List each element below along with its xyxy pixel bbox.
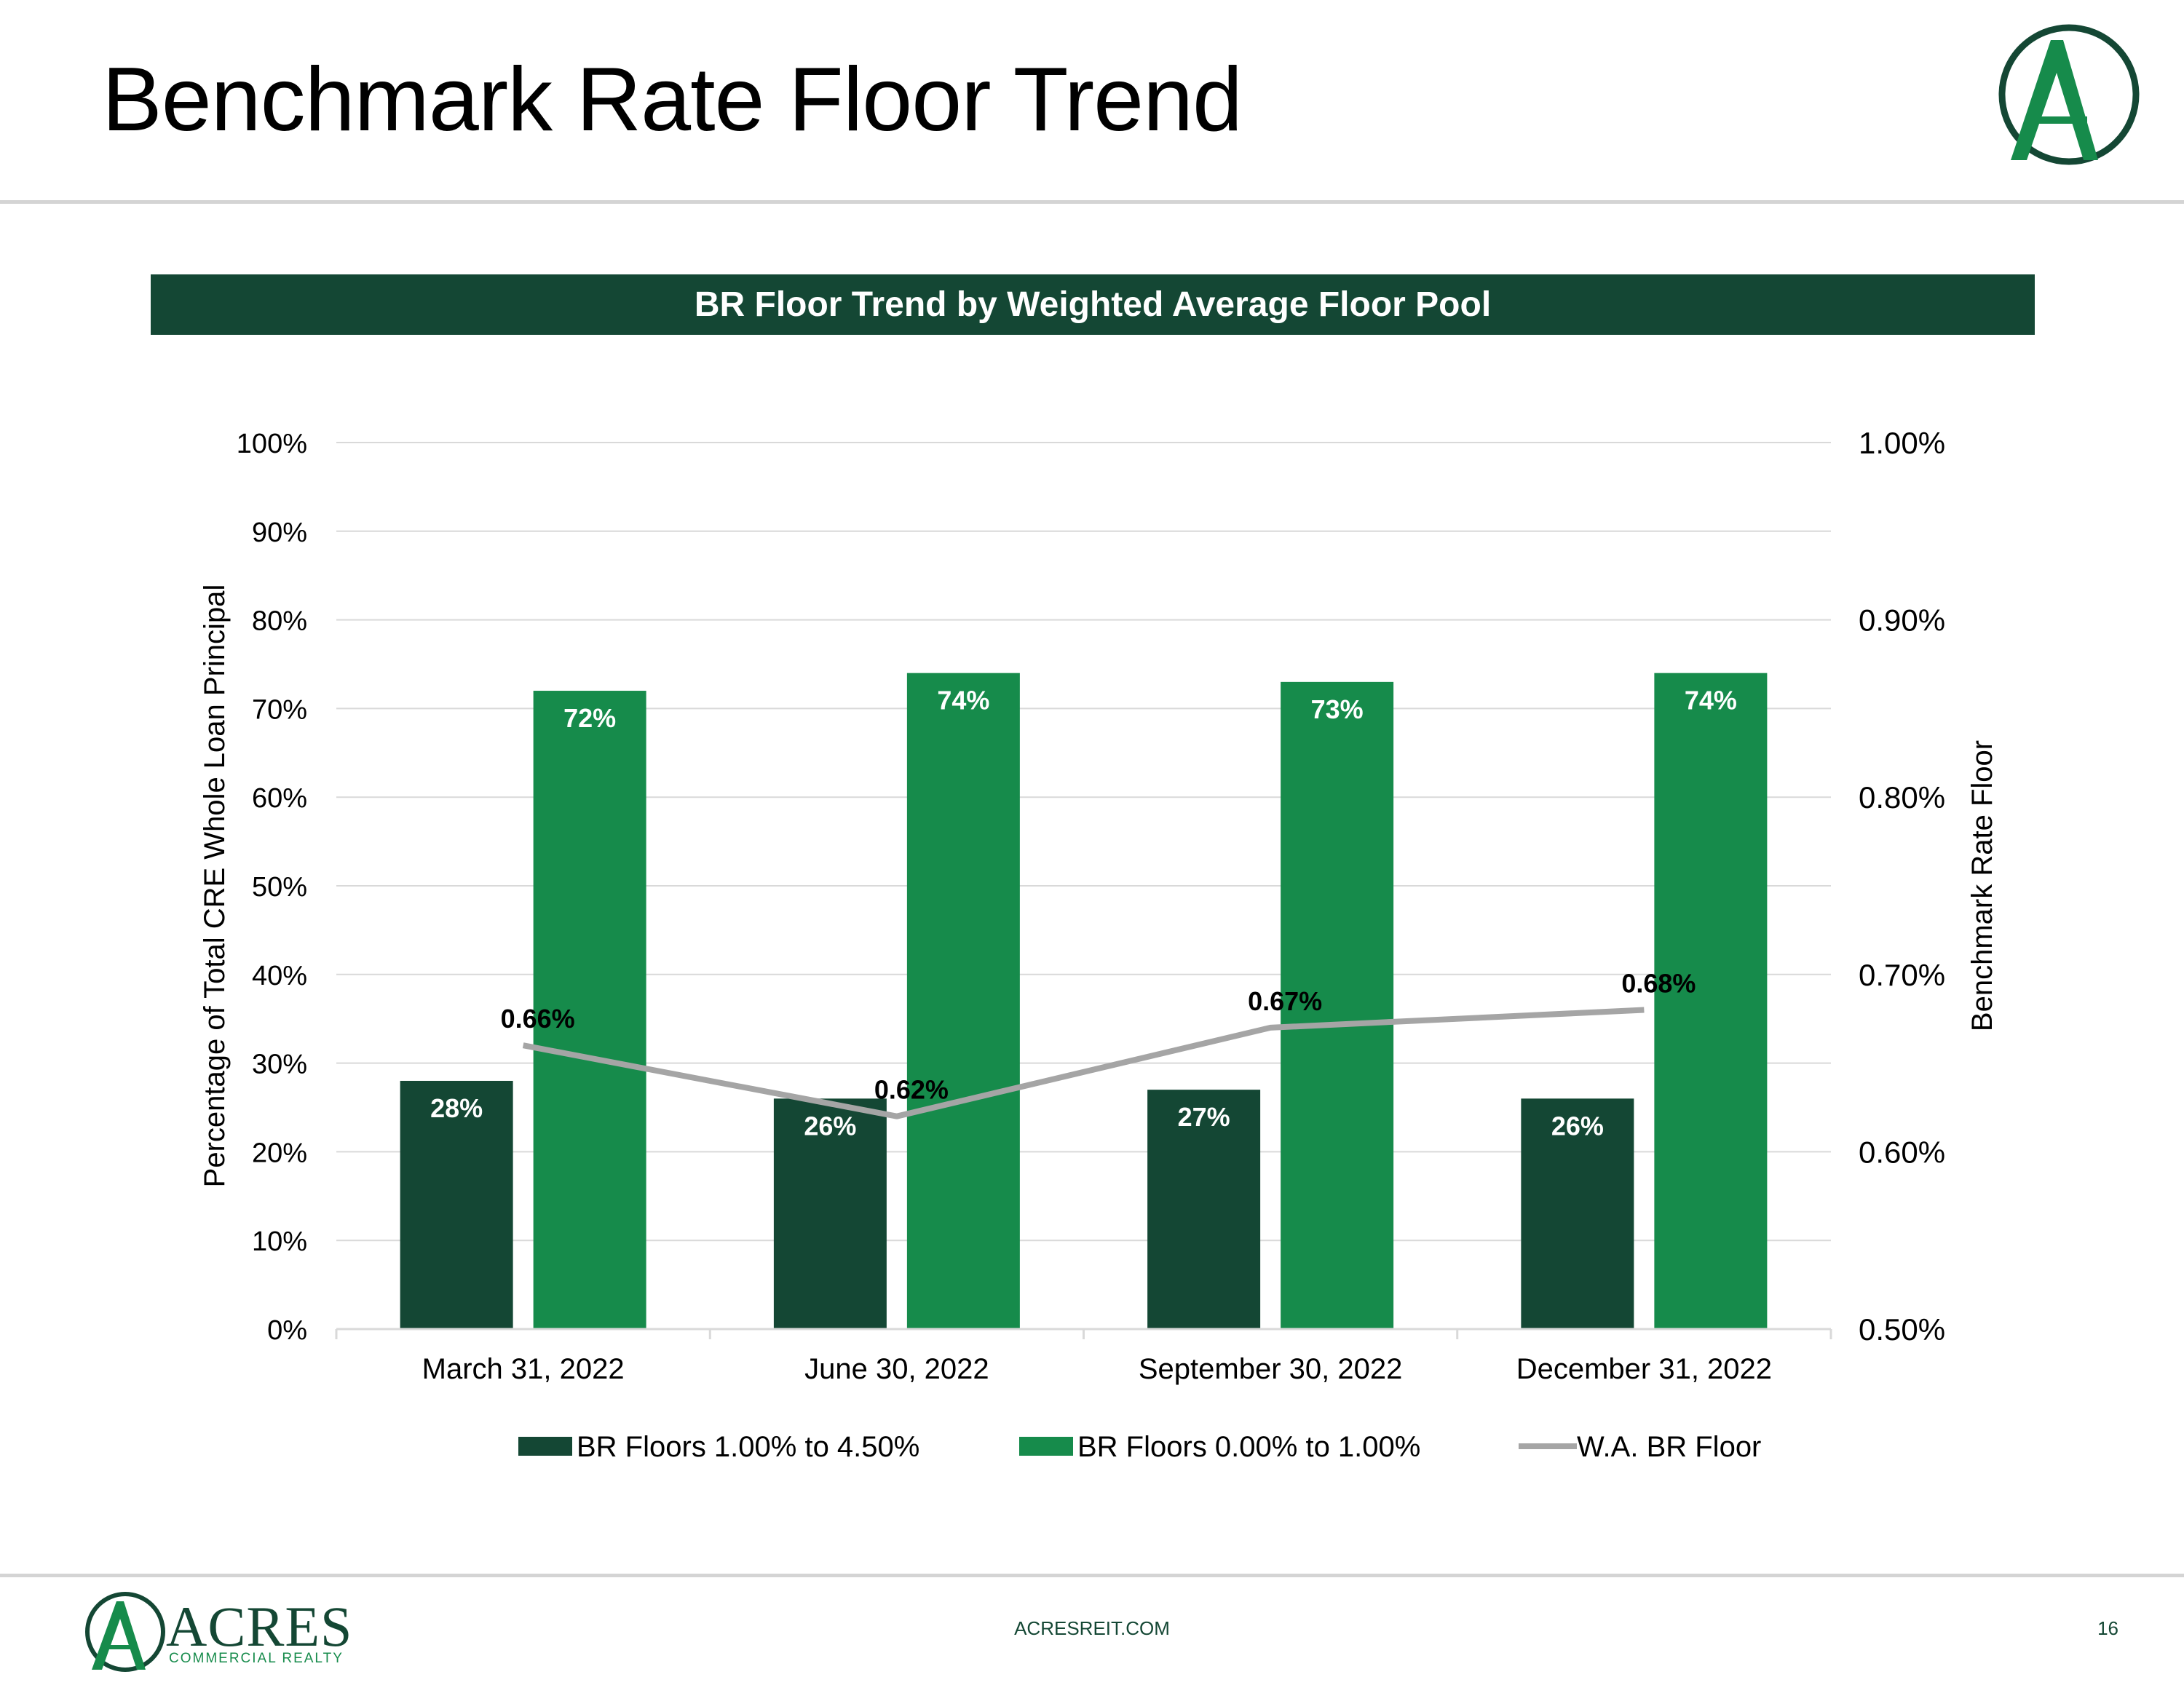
bars bbox=[400, 673, 1768, 1329]
y2-tick-label: 0.60% bbox=[1859, 1135, 1945, 1169]
y2-tick-label: 0.90% bbox=[1859, 603, 1945, 638]
acres-logo-icon bbox=[1998, 24, 2140, 165]
bar-data-label: 26% bbox=[804, 1111, 856, 1141]
footer-brand: ACRES bbox=[166, 1595, 353, 1658]
data-labels: 28% 26% 27% 26% 72% 74% 73% 74% 0.66% 0.62% 0.67% 0… bbox=[430, 686, 1737, 1141]
y-tick-label: 80% bbox=[252, 606, 307, 637]
y-tick-label: 50% bbox=[252, 872, 307, 903]
y2-axis-title: Benchmark Rate Floor bbox=[1966, 740, 1998, 1031]
bar bbox=[906, 673, 1020, 1329]
y-tick-label: 30% bbox=[252, 1050, 307, 1080]
bar-data-label: 28% bbox=[430, 1093, 483, 1123]
y-tick-label: 90% bbox=[252, 518, 307, 548]
line-wa-br-floor bbox=[522, 1007, 1645, 1119]
line-series bbox=[522, 1007, 1645, 1119]
bar bbox=[1654, 673, 1768, 1329]
bar-data-label: 72% bbox=[563, 703, 616, 733]
legend-item: BR Floors 0.00% to 1.00% bbox=[1019, 1431, 1420, 1463]
y2-tick-label: 0.70% bbox=[1859, 958, 1945, 992]
bar-data-label: 74% bbox=[937, 686, 989, 715]
y2-tick-label: 0.80% bbox=[1859, 780, 1945, 814]
bar bbox=[1281, 681, 1394, 1329]
footer-divider bbox=[0, 1574, 2184, 1577]
chart-banner: BR Floor Trend by Weighted Average Floor… bbox=[151, 274, 2035, 335]
x-tick-label: March 31, 2022 bbox=[422, 1353, 625, 1385]
x-tick-label: September 30, 2022 bbox=[1139, 1353, 1402, 1385]
y-tick-label: 20% bbox=[252, 1138, 307, 1168]
axes: 0% 10% 20% 30% 40% 50% 60% 70% 80% 90% 100% 0.50% 0.… bbox=[199, 426, 1998, 1385]
legend-swatch bbox=[518, 1437, 572, 1456]
legend-label: W.A. BR Floor bbox=[1577, 1431, 1761, 1463]
legend-item: BR Floors 1.00% to 4.50% bbox=[518, 1431, 919, 1463]
slide-title: Benchmark Rate Floor Trend bbox=[102, 49, 1243, 150]
bar bbox=[1147, 1090, 1261, 1329]
legend-item: W.A. BR Floor bbox=[1519, 1431, 1761, 1463]
bar bbox=[400, 1080, 513, 1329]
line-data-label: 0.68% bbox=[1621, 969, 1696, 999]
legend-label: BR Floors 1.00% to 4.50% bbox=[577, 1431, 919, 1463]
x-tick-label: June 30, 2022 bbox=[804, 1353, 989, 1385]
line-data-label: 0.67% bbox=[1248, 986, 1322, 1016]
bar bbox=[1521, 1098, 1634, 1329]
bar-data-label: 74% bbox=[1685, 686, 1737, 715]
bar-data-label: 26% bbox=[1551, 1111, 1604, 1141]
y2-tick-label: 1.00% bbox=[1859, 426, 1945, 460]
y-tick-label: 100% bbox=[237, 429, 307, 459]
legend: BR Floors 1.00% to 4.50% BR Floors 0.00% … bbox=[518, 1431, 1761, 1463]
y-axis-title: Percentage of Total CRE Whole Loan Princ… bbox=[199, 584, 231, 1188]
page-number: 16 bbox=[2097, 1617, 2118, 1639]
header-divider bbox=[0, 200, 2184, 204]
footer-url[interactable]: ACRESREIT.COM bbox=[1014, 1617, 1170, 1639]
bar-data-label: 27% bbox=[1178, 1102, 1230, 1132]
y-tick-label: 40% bbox=[252, 961, 307, 991]
footer-brand-sub: COMMERCIAL REALTY bbox=[169, 1651, 344, 1666]
y2-tick-label: 0.50% bbox=[1859, 1312, 1945, 1347]
bar bbox=[773, 1098, 887, 1329]
y-tick-label: 60% bbox=[252, 783, 307, 814]
footer-logo-icon bbox=[85, 1592, 165, 1672]
y-tick-label: 70% bbox=[252, 694, 307, 725]
y-tick-label: 10% bbox=[252, 1226, 307, 1257]
line-data-label: 0.62% bbox=[874, 1075, 949, 1105]
x-tick-label: December 31, 2022 bbox=[1516, 1353, 1772, 1385]
y-tick-label: 0% bbox=[267, 1315, 307, 1346]
line-data-label: 0.66% bbox=[501, 1004, 575, 1034]
bar bbox=[533, 691, 646, 1329]
legend-label: BR Floors 0.00% to 1.00% bbox=[1077, 1431, 1420, 1463]
legend-swatch bbox=[1019, 1437, 1073, 1456]
bar-data-label: 73% bbox=[1311, 694, 1364, 724]
